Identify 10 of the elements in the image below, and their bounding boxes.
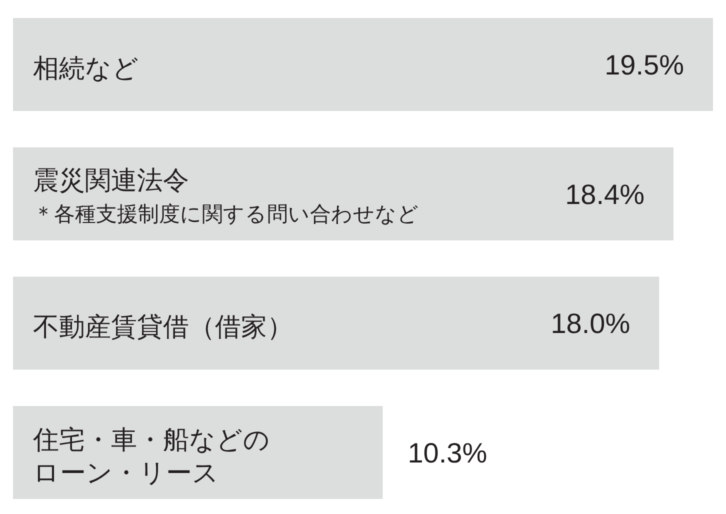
category-label: 不動産賃貸借（借家） [33,312,293,342]
category-label: 震災関連法令 [33,165,189,196]
value-label: 18.0% [550,308,630,340]
annotation: ＊各種支援制度に関する問い合わせなど [33,202,419,226]
category-label: ローン・リース [33,457,219,488]
value-label: 19.5% [604,50,684,80]
category-label: 住宅・車・船などの [33,424,270,454]
value-label: 18.4% [565,178,645,210]
value-label: 10.3% [408,438,488,468]
category-label: 相続など [33,52,139,83]
